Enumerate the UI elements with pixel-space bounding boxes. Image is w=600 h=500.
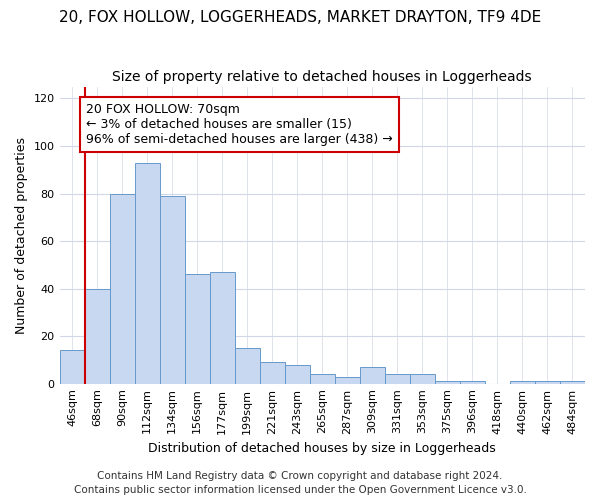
Title: Size of property relative to detached houses in Loggerheads: Size of property relative to detached ho…	[112, 70, 532, 84]
Bar	[335, 376, 360, 384]
Bar	[260, 362, 285, 384]
Bar	[235, 348, 260, 384]
Bar	[510, 382, 535, 384]
Bar	[460, 382, 485, 384]
Bar	[209, 272, 235, 384]
Bar	[160, 196, 185, 384]
Bar	[410, 374, 435, 384]
Bar	[360, 367, 385, 384]
Bar	[385, 374, 410, 384]
Y-axis label: Number of detached properties: Number of detached properties	[15, 136, 28, 334]
Bar	[560, 382, 585, 384]
Bar	[185, 274, 209, 384]
Text: Contains HM Land Registry data © Crown copyright and database right 2024.
Contai: Contains HM Land Registry data © Crown c…	[74, 471, 526, 495]
Bar	[59, 350, 85, 384]
Bar	[110, 194, 134, 384]
Bar	[85, 288, 110, 384]
Bar	[310, 374, 335, 384]
Bar	[285, 364, 310, 384]
X-axis label: Distribution of detached houses by size in Loggerheads: Distribution of detached houses by size …	[148, 442, 496, 455]
Bar	[535, 382, 560, 384]
Text: 20 FOX HOLLOW: 70sqm
← 3% of detached houses are smaller (15)
96% of semi-detach: 20 FOX HOLLOW: 70sqm ← 3% of detached ho…	[86, 103, 392, 146]
Bar	[435, 382, 460, 384]
Bar	[134, 162, 160, 384]
Text: 20, FOX HOLLOW, LOGGERHEADS, MARKET DRAYTON, TF9 4DE: 20, FOX HOLLOW, LOGGERHEADS, MARKET DRAY…	[59, 10, 541, 25]
